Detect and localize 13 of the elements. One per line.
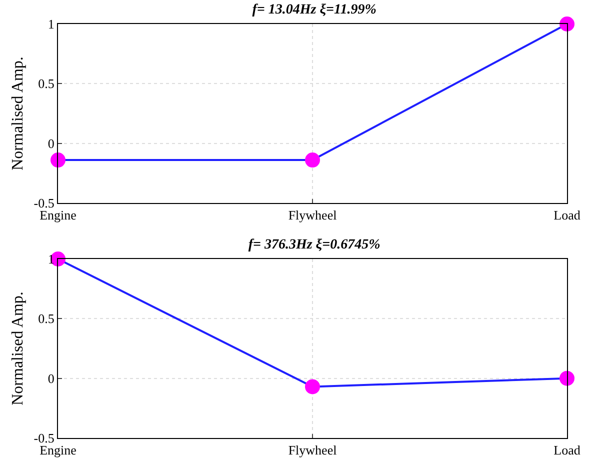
x-tick-label: Load (554, 208, 581, 223)
y-axis-title: Normalised Amp. (10, 292, 27, 406)
y-tick-label: 0 (48, 370, 54, 386)
y-tick-label: 0.5 (38, 76, 54, 92)
chart-title: f= 13.04Hz ξ=11.99% (252, 2, 376, 18)
chart-title: f= 376.3Hz ξ=0.6745% (248, 237, 380, 252)
y-tick-label: 1 (48, 16, 54, 32)
y-tick-label: 0 (48, 136, 54, 151)
x-tick-label: Flywheel (288, 208, 338, 223)
y-tick-label: 0.5 (38, 311, 54, 326)
x-tick-label: Flywheel (288, 442, 338, 458)
y-axis-title: Normalised Amp. (10, 56, 27, 170)
x-tick-label: Load (554, 442, 581, 458)
